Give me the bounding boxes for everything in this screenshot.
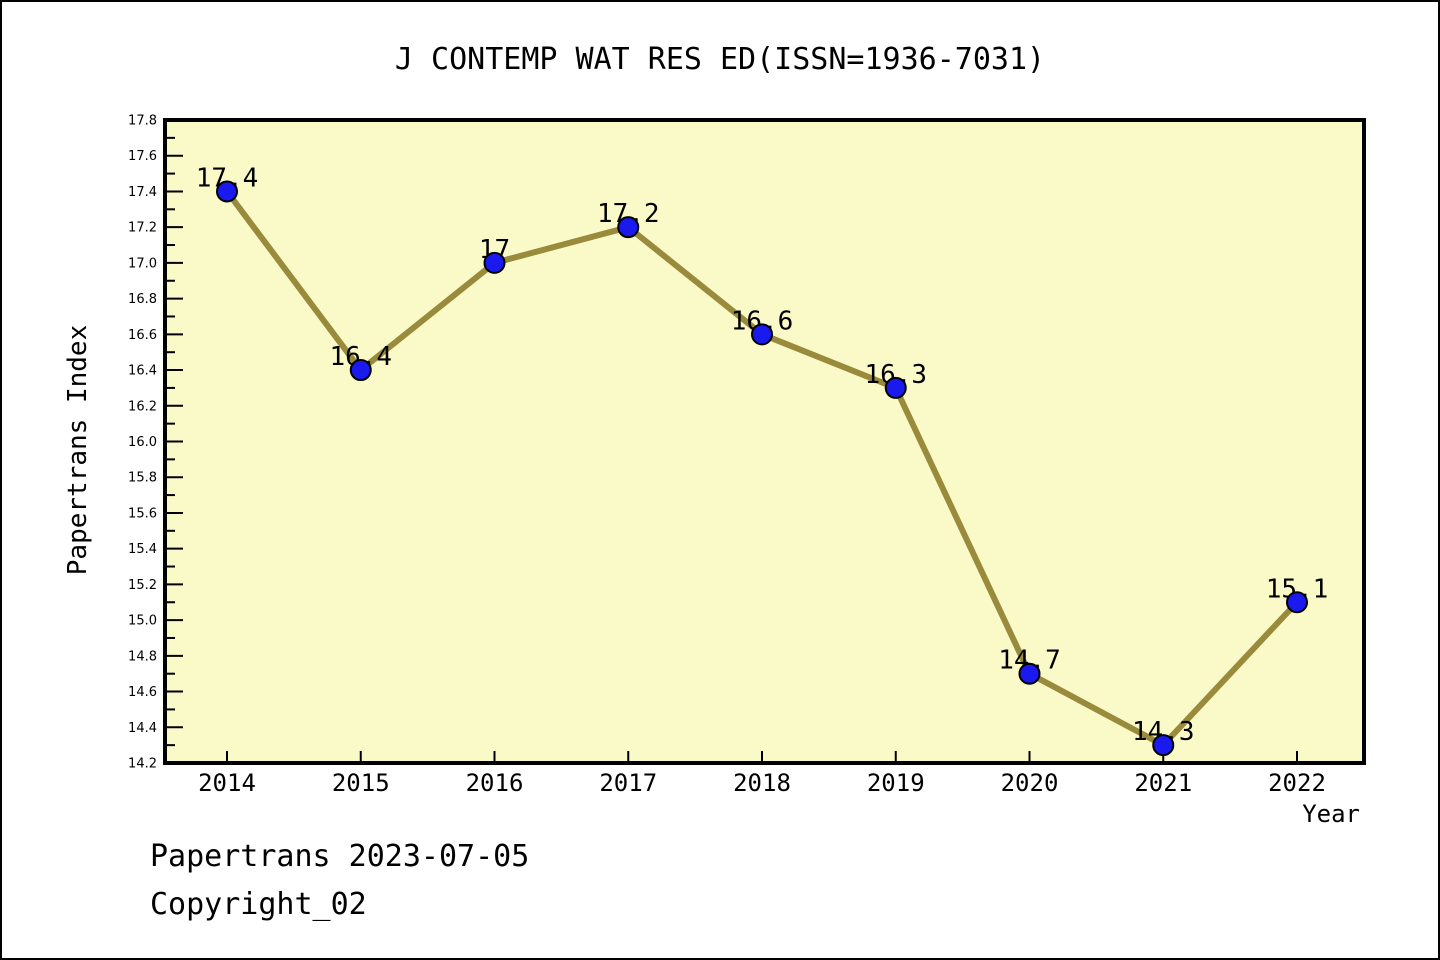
y-tick-label: 16.8 bbox=[128, 292, 157, 307]
x-tick-label: 2022 bbox=[1268, 769, 1326, 797]
x-tick-label: 2017 bbox=[599, 769, 657, 797]
data-point bbox=[349, 359, 372, 382]
data-point bbox=[1018, 662, 1041, 685]
x-tick-label: 2021 bbox=[1134, 769, 1192, 797]
y-tick-label: 14.2 bbox=[128, 757, 157, 772]
x-tick-label: 2018 bbox=[733, 769, 791, 797]
y-tick-label: 17.2 bbox=[128, 221, 157, 236]
plot-background bbox=[165, 120, 1364, 763]
y-tick-label: 17.8 bbox=[128, 114, 157, 129]
data-point bbox=[216, 180, 238, 203]
y-tick-label: 15.8 bbox=[128, 471, 157, 486]
x-axis-label: Year bbox=[1302, 800, 1360, 828]
data-point bbox=[483, 251, 506, 274]
y-tick-label: 15.0 bbox=[128, 614, 157, 629]
data-point bbox=[751, 323, 773, 346]
y-tick-label: 15.2 bbox=[128, 578, 157, 593]
x-tick-label: 2015 bbox=[332, 769, 390, 797]
y-tick-label: 17.4 bbox=[128, 185, 157, 200]
y-tick-label: 15.6 bbox=[128, 506, 157, 521]
y-tick-label: 16.4 bbox=[128, 364, 157, 379]
y-tick-label: 16.2 bbox=[128, 399, 157, 414]
axes-frame bbox=[163, 118, 1366, 765]
y-tick-label: 17.6 bbox=[128, 149, 157, 164]
x-tick-label: 2014 bbox=[198, 769, 256, 797]
y-tick-label: 16.6 bbox=[128, 328, 157, 343]
footer-brand-date: Papertrans 2023-07-05 bbox=[150, 839, 530, 874]
x-tick-label: 2016 bbox=[466, 769, 524, 797]
y-tick-label: 17.0 bbox=[128, 256, 157, 271]
y-tick-label: 14.4 bbox=[128, 721, 157, 736]
x-tick-label: 2019 bbox=[867, 769, 925, 797]
data-point bbox=[617, 216, 640, 239]
y-tick-label: 16.0 bbox=[128, 435, 157, 450]
y-tick-label: 14.6 bbox=[128, 685, 157, 700]
y-axis-label: Papertrans Index bbox=[63, 324, 93, 576]
y-tick-label: 15.4 bbox=[128, 542, 157, 557]
data-point bbox=[1152, 734, 1175, 757]
y-tick-label: 14.8 bbox=[128, 649, 157, 664]
x-tick-label: 2020 bbox=[1001, 769, 1059, 797]
data-point bbox=[884, 376, 907, 399]
chart-title: J CONTEMP WAT RES ED(ISSN=1936-7031) bbox=[394, 42, 1046, 77]
footer-copyright: Copyright_02 bbox=[150, 887, 367, 922]
data-point bbox=[1286, 591, 1308, 614]
